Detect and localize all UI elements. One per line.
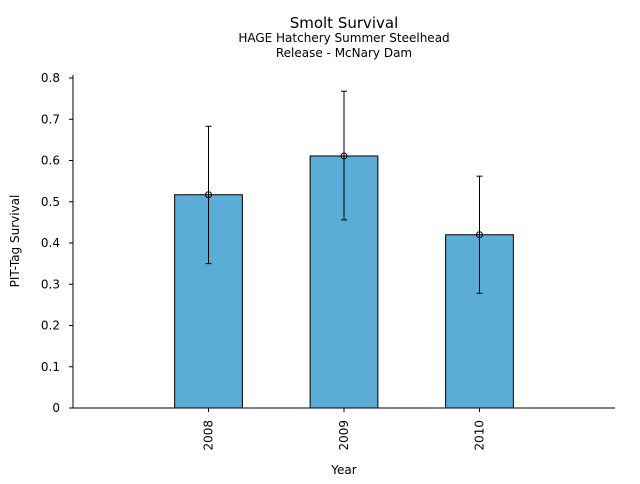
x-tick-label-2010: 2010 — [473, 420, 487, 451]
y-tick-label: 0.8 — [41, 71, 60, 85]
chart-subtitle-line-1: HAGE Hatchery Summer Steelhead — [238, 31, 449, 45]
chart-title: Smolt Survival — [290, 14, 399, 32]
error-bars — [205, 90, 483, 294]
y-tick-label: 0.7 — [41, 112, 60, 126]
chart-subtitle-line-2: Release - McNary Dam — [276, 46, 412, 60]
y-tick-label: 0.3 — [41, 277, 60, 291]
y-tick-label: 0.5 — [41, 195, 60, 209]
point-marker-2010 — [476, 231, 483, 239]
y-tick-label: 0 — [52, 401, 60, 415]
x-axis-ticks: 2008 2009 2010 — [202, 408, 487, 451]
x-tick-label-2008: 2008 — [202, 420, 216, 451]
point-marker-2008 — [205, 191, 212, 199]
x-tick-label-2009: 2009 — [337, 420, 351, 451]
y-axis-label: PIT-Tag Survival — [8, 195, 22, 288]
x-axis-label: Year — [330, 463, 356, 477]
point-marker-2009 — [340, 152, 348, 160]
y-tick-label: 0.1 — [41, 360, 60, 374]
y-axis-ticks: 0 0.1 0.2 0.3 0.4 0.5 0.6 0.7 0.8 — [41, 71, 73, 415]
y-tick-label: 0.6 — [41, 154, 60, 168]
y-tick-label: 0.2 — [41, 319, 60, 333]
y-tick-label: 0.4 — [41, 236, 60, 250]
